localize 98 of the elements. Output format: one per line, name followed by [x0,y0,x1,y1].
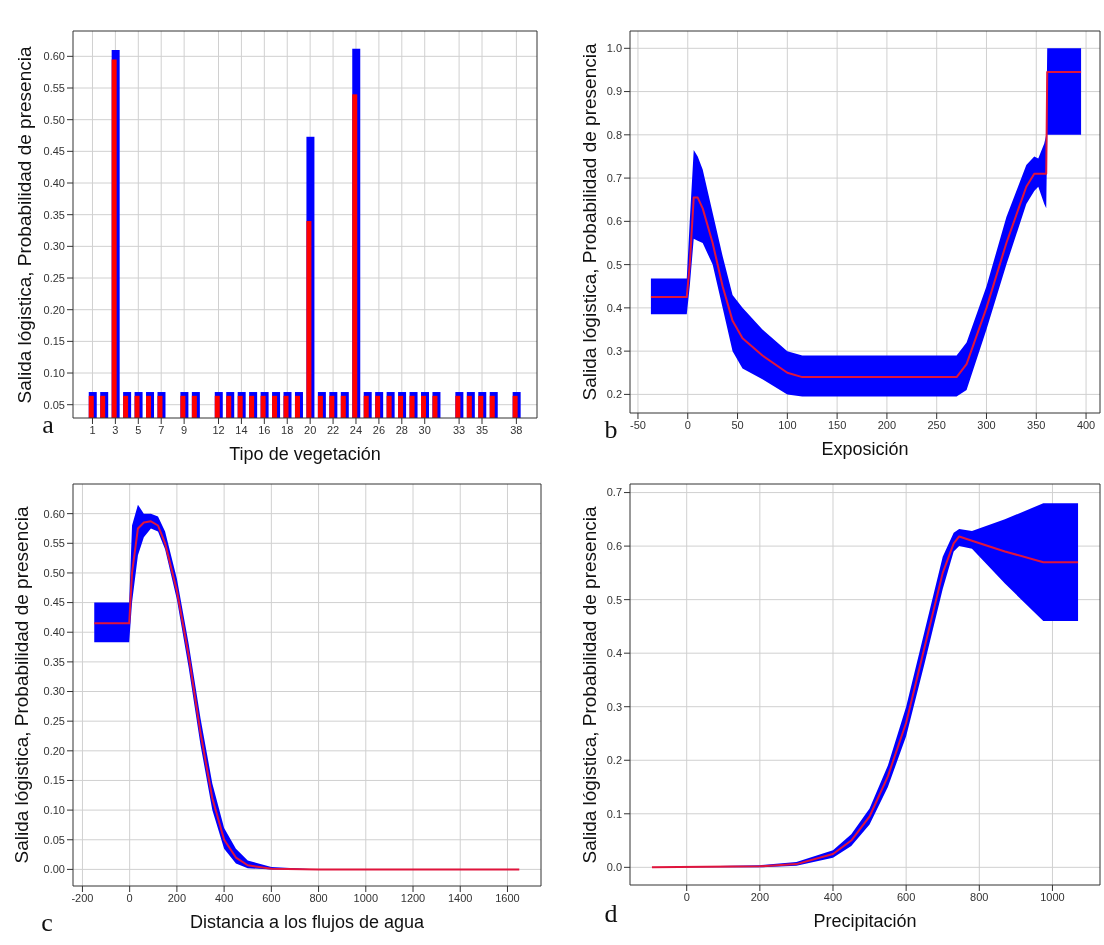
x-tick-label: 5 [135,423,142,436]
x-tick-label: 7 [158,423,165,436]
x-tick-label: 250 [927,418,946,431]
y-tick-label: 0.2 [606,388,622,401]
x-tick-label: 24 [349,423,363,436]
x-tick-label: 18 [281,423,294,436]
x-tick-label: 28 [395,423,408,436]
y-tick-label: 0.5 [606,593,622,606]
x-tick-label: 9 [181,423,188,436]
x-tick-label: 50 [731,418,744,431]
x-tick-label: 33 [452,423,466,436]
y-tick-label: 0.10 [43,366,65,379]
x-tick-label: 1600 [495,891,520,904]
text: d [604,899,618,929]
x-tick-label: 12 [212,423,225,436]
x-tick-label: 26 [372,423,386,436]
x-tick-label: 1000 [353,891,379,904]
y-tick-label: 0.25 [43,271,65,284]
y-tick-label: 0.10 [43,804,65,817]
y-tick-label: 0.55 [43,537,65,550]
y-axis-title: Salida lógistica, Probabilidad de presencia [579,505,601,864]
x-tick-label: 38 [510,423,523,436]
text: c [41,908,53,938]
x-tick-label: 0 [683,890,690,903]
y-tick-label: 0.05 [43,833,65,846]
y-tick-label: 0.8 [606,128,622,141]
x-tick-label: 600 [262,891,281,904]
y-tick-label: 0.0 [606,861,622,874]
y-tick-label: 0.50 [43,113,65,126]
x-tick-label: 600 [896,890,916,903]
y-axis-title: Salida lógistica, Probabilidad de presencia [11,506,33,864]
x-tick-label: 1000 [1040,890,1065,903]
y-tick-label: 0.30 [43,240,65,253]
y-tick-label: 0.45 [43,596,65,609]
y-tick-label: 0.00 [43,863,65,876]
x-tick-label: 400 [214,891,234,904]
x-axis-title: Precipitación [813,911,917,932]
x-tick-label: 1 [89,423,96,436]
y-tick-label: 0.2 [606,754,622,767]
x-tick-label: -50 [630,418,646,431]
x-tick-label: 200 [877,418,897,431]
x-tick-label: 350 [1027,418,1046,431]
y-tick-label: 0.20 [43,303,65,316]
x-tick-label: 20 [304,423,317,436]
y-tick-label: 0.05 [43,398,65,411]
y-tick-label: 0.60 [43,50,65,63]
text: a [42,410,54,440]
y-tick-label: 0.20 [43,744,65,757]
x-axis-title: Tipo de vegetación [229,444,381,465]
y-tick-label: 0.30 [43,685,65,698]
x-tick-label: 1200 [400,891,426,904]
x-tick-label: 200 [750,890,770,903]
y-tick-label: 0.7 [606,486,622,499]
y-tick-label: 0.6 [606,215,622,228]
x-tick-label: 14 [235,423,248,436]
y-tick-label: 0.50 [43,566,65,579]
x-tick-label: 3 [112,423,119,436]
y-tick-label: 0.9 [606,85,622,98]
y-tick-label: 0.40 [43,176,65,189]
text: b [604,415,618,445]
y-tick-label: 0.15 [43,774,65,787]
y-tick-label: 0.4 [606,301,622,314]
y-axis-title: Salida lógistica, Probabilidad de presencia [14,45,36,404]
x-tick-label: 35 [475,423,489,436]
x-tick-label: -200 [71,891,94,904]
x-tick-label: 400 [1076,418,1096,431]
x-tick-label: 16 [258,423,271,436]
x-tick-label: 0 [126,891,133,904]
y-tick-label: 0.6 [606,540,622,553]
y-tick-label: 1.0 [606,42,622,55]
y-tick-label: 0.60 [43,507,65,520]
x-tick-label: 300 [977,418,996,431]
y-tick-label: 0.40 [43,626,65,639]
x-tick-label: 800 [970,890,989,903]
x-tick-label: 100 [778,418,797,431]
y-tick-label: 0.25 [43,715,65,728]
y-tick-label: 0.4 [606,647,622,660]
x-axis-title: Distancia a los flujos de agua [189,912,425,933]
x-axis-title: Exposición [821,439,909,460]
y-axis-title: Salida lógistica, Probabilidad de presencia [579,43,601,401]
x-tick-label: 30 [418,423,431,436]
y-tick-label: 0.35 [43,208,65,221]
x-tick-label: 150 [827,418,847,431]
y-tick-label: 0.45 [43,145,65,158]
x-tick-label: 22 [326,423,340,436]
y-tick-label: 0.3 [606,700,622,713]
y-tick-label: 0.35 [43,655,65,668]
x-tick-label: 200 [167,891,187,904]
x-tick-label: 1400 [448,891,473,904]
x-tick-label: 400 [823,890,843,903]
y-tick-label: 0.5 [606,258,622,271]
y-tick-label: 0.15 [43,335,65,348]
y-tick-label: 0.55 [43,81,65,94]
y-tick-label: 0.3 [606,345,622,358]
y-tick-label: 0.7 [606,171,622,184]
y-tick-label: 0.1 [606,807,622,820]
x-tick-label: 800 [309,891,328,904]
x-tick-label: 0 [684,418,691,431]
